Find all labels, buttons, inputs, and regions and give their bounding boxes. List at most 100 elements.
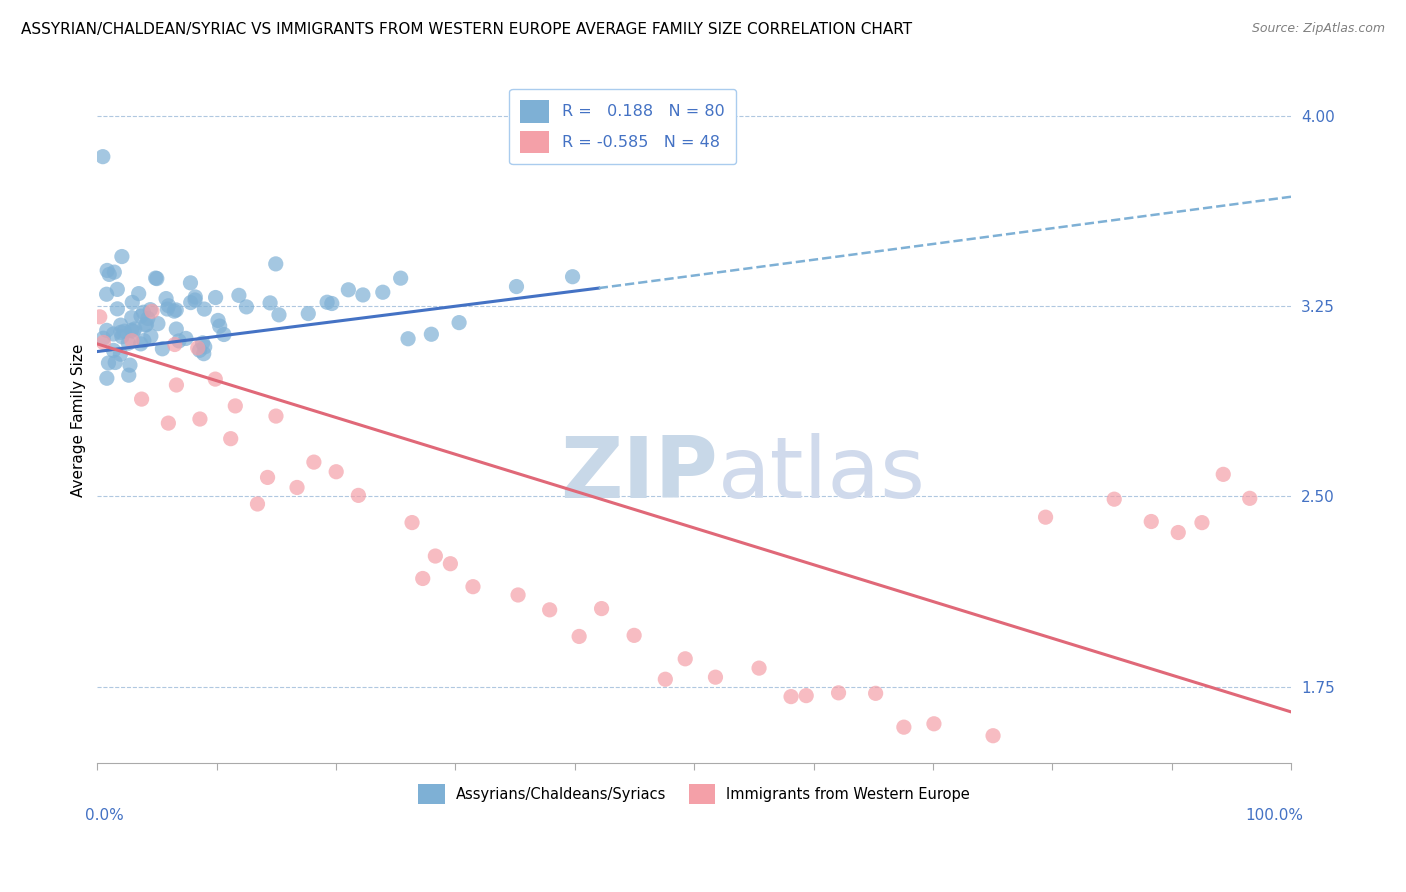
Point (121, 334, 143, 348)
Point (285, 480, 308, 494)
Point (654, 672, 676, 686)
Text: ASSYRIAN/CHALDEAN/SYRIAC VS IMMIGRANTS FROM WESTERN EUROPE AVERAGE FAMILY SIZE C: ASSYRIAN/CHALDEAN/SYRIAC VS IMMIGRANTS F… (21, 22, 912, 37)
Point (96, 263, 118, 277)
Point (146, 317, 169, 331)
Point (321, 296, 343, 310)
Point (347, 488, 370, 502)
Point (704, 670, 727, 684)
Legend: Assyrians/Chaldeans/Syriacs, Immigrants from Western Europe: Assyrians/Chaldeans/Syriacs, Immigrants … (412, 778, 976, 810)
Point (352, 288, 374, 302)
Point (110, 326, 132, 340)
Point (103, 265, 125, 279)
Point (111, 250, 134, 264)
Text: ZIP: ZIP (561, 434, 718, 516)
Point (96, 323, 118, 337)
Point (401, 516, 423, 530)
Point (128, 286, 150, 301)
Point (780, 690, 803, 704)
Point (129, 337, 152, 351)
Point (207, 313, 229, 327)
Point (180, 295, 202, 310)
Point (184, 293, 207, 307)
Point (93, 335, 115, 350)
Point (302, 455, 325, 469)
Point (264, 257, 287, 271)
Point (794, 689, 817, 703)
Point (91, 150, 114, 164)
Point (396, 332, 419, 346)
Point (132, 305, 155, 319)
Point (193, 301, 215, 316)
Point (256, 470, 278, 484)
Point (184, 290, 207, 304)
Point (157, 299, 180, 313)
Point (1167, 525, 1189, 540)
Point (922, 716, 945, 731)
Point (97, 356, 120, 370)
Point (219, 432, 242, 446)
Text: 0.0%: 0.0% (86, 808, 124, 823)
Point (112, 324, 135, 338)
Point (165, 322, 187, 336)
Point (568, 630, 591, 644)
Point (110, 347, 132, 361)
Point (134, 318, 156, 333)
Point (264, 409, 287, 423)
Point (103, 326, 125, 341)
Point (155, 292, 177, 306)
Point (188, 412, 211, 426)
Point (118, 358, 141, 372)
Point (96, 287, 118, 301)
Point (188, 343, 211, 358)
Point (163, 337, 186, 351)
Point (561, 269, 583, 284)
Point (325, 465, 347, 479)
Point (449, 316, 471, 330)
Point (235, 300, 257, 314)
Point (105, 282, 128, 296)
Point (131, 392, 153, 406)
Point (208, 319, 231, 334)
Point (174, 331, 197, 345)
Point (371, 285, 394, 300)
Point (105, 301, 128, 316)
Point (204, 291, 226, 305)
Point (204, 372, 226, 386)
Point (591, 601, 613, 615)
Point (246, 497, 269, 511)
Point (124, 322, 146, 336)
Y-axis label: Average Family Size: Average Family Size (72, 343, 86, 497)
Text: Source: ZipAtlas.com: Source: ZipAtlas.com (1251, 22, 1385, 36)
Point (1191, 516, 1213, 530)
Point (623, 628, 645, 642)
Point (136, 311, 159, 326)
Point (337, 283, 360, 297)
Point (412, 572, 434, 586)
Point (129, 309, 152, 323)
Point (389, 271, 412, 285)
Point (1102, 492, 1125, 507)
Point (212, 327, 235, 342)
Point (981, 729, 1004, 743)
Point (157, 416, 180, 430)
Point (865, 686, 887, 700)
Point (89, 310, 111, 324)
Point (110, 318, 132, 332)
Point (224, 399, 246, 413)
Point (187, 341, 209, 355)
Point (122, 324, 145, 338)
Point (425, 549, 447, 563)
Point (132, 334, 155, 348)
Point (91, 331, 114, 345)
Point (439, 557, 461, 571)
Point (506, 588, 529, 602)
Point (141, 304, 163, 318)
Point (156, 301, 179, 316)
Text: atlas: atlas (718, 434, 927, 516)
Point (103, 343, 125, 358)
Point (191, 335, 214, 350)
Point (150, 342, 173, 356)
Point (673, 652, 696, 666)
Point (111, 329, 134, 343)
Point (420, 327, 443, 342)
